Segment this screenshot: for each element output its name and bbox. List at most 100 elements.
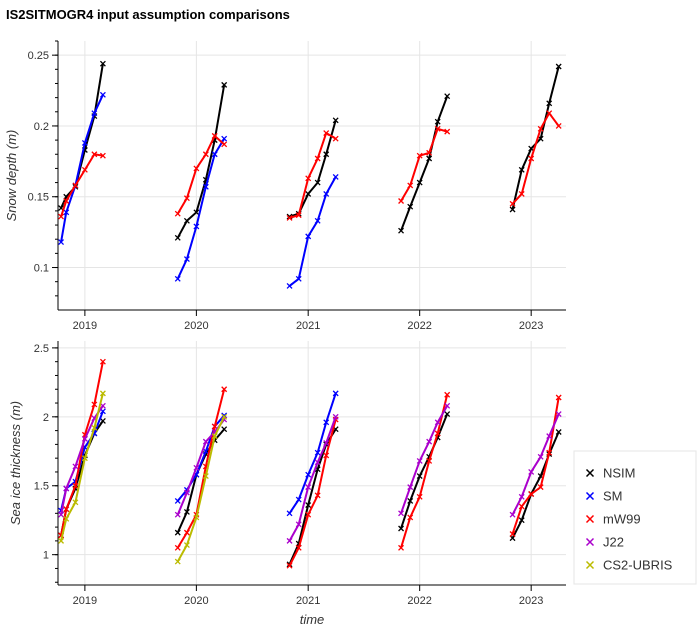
data-point xyxy=(518,190,525,197)
series-nsim xyxy=(58,60,562,241)
series-line-sm xyxy=(288,176,337,287)
data-point xyxy=(58,511,65,518)
data-point xyxy=(444,128,451,135)
x-axis-label: time xyxy=(300,612,325,627)
series-line-sm xyxy=(176,138,226,280)
x-tick-label: 2022 xyxy=(407,595,431,607)
data-point xyxy=(426,149,433,156)
data-point xyxy=(58,239,65,246)
data-point xyxy=(211,433,218,440)
legend-box xyxy=(573,450,697,585)
data-point xyxy=(509,206,516,213)
data-point xyxy=(416,457,423,464)
data-point xyxy=(323,190,330,197)
data-point xyxy=(202,448,209,455)
data-point xyxy=(193,514,200,521)
legend-label-j22: J22 xyxy=(603,535,624,550)
data-point xyxy=(221,426,228,433)
series-line-nsim xyxy=(60,63,104,209)
data-point xyxy=(416,493,423,500)
data-point xyxy=(81,455,88,462)
data-point xyxy=(211,132,218,139)
data-point xyxy=(81,166,88,173)
data-point xyxy=(72,482,79,489)
legend-marker-j22 xyxy=(585,537,595,547)
data-point xyxy=(434,419,441,426)
data-point xyxy=(323,440,330,446)
series-line-mw99 xyxy=(511,397,560,535)
series-line-nsim xyxy=(400,413,449,529)
series-line-mw99 xyxy=(400,127,448,202)
x-tick-label: 2020 xyxy=(184,320,208,332)
data-point xyxy=(193,209,200,216)
data-point xyxy=(426,155,433,162)
x-tick-label: 2021 xyxy=(296,320,320,332)
data-point xyxy=(314,217,321,224)
data-point xyxy=(537,125,544,132)
data-point xyxy=(407,182,414,189)
x-tick-label: 2023 xyxy=(519,595,543,607)
data-point xyxy=(221,81,228,88)
data-point xyxy=(323,130,330,136)
data-point xyxy=(72,499,79,506)
data-point xyxy=(202,438,209,445)
data-point xyxy=(434,118,441,125)
data-point xyxy=(202,473,209,480)
data-point xyxy=(221,413,228,420)
data-point xyxy=(286,215,293,221)
legend-label-nsim: NSIM xyxy=(603,466,636,481)
data-point xyxy=(183,195,190,202)
data-point xyxy=(518,166,525,173)
data-point xyxy=(63,506,70,513)
data-point xyxy=(63,198,70,204)
data-point xyxy=(305,484,312,491)
series-cs2-ubris xyxy=(58,390,228,565)
data-point xyxy=(332,173,339,180)
data-point xyxy=(99,358,106,365)
x-tick-label: 2019 xyxy=(73,320,97,332)
data-point xyxy=(58,213,65,220)
sea-ice-thickness-panel: 1 1.5 2 2.5 2019 2020 2021 2022 2023 Sea ice thic… xyxy=(8,341,566,627)
series-line-mw99 xyxy=(176,134,225,215)
data-point xyxy=(398,525,405,532)
data-point xyxy=(63,209,70,216)
data-point xyxy=(426,457,433,464)
series-line-j22 xyxy=(511,413,560,516)
data-point xyxy=(221,135,228,142)
data-point xyxy=(91,424,98,431)
data-point xyxy=(407,497,414,504)
data-point xyxy=(63,515,70,522)
data-point xyxy=(416,152,423,159)
data-point xyxy=(99,390,106,397)
data-point xyxy=(174,234,181,241)
series-line-j22 xyxy=(288,416,337,542)
data-point xyxy=(91,110,98,117)
data-point xyxy=(416,179,423,186)
data-point xyxy=(407,514,414,521)
data-point xyxy=(398,198,405,204)
y-axis-label: Snow depth (m) xyxy=(4,130,19,222)
data-point xyxy=(332,135,339,142)
series-line-cs2-ubris xyxy=(176,416,226,563)
legend-label-sm: SM xyxy=(603,489,623,504)
y-tick-label: 1.5 xyxy=(34,481,49,493)
data-point xyxy=(555,394,562,401)
series-area xyxy=(58,358,562,569)
data-point xyxy=(193,223,200,230)
series-line-mw99 xyxy=(511,112,560,205)
data-point xyxy=(546,433,553,440)
data-point xyxy=(305,175,312,182)
series-area xyxy=(58,60,562,289)
y-tick-label: 2.5 xyxy=(34,343,49,355)
data-point xyxy=(314,459,321,466)
data-point xyxy=(332,390,339,397)
data-point xyxy=(314,492,321,499)
data-point xyxy=(183,256,190,262)
data-point xyxy=(81,139,88,146)
chart-title: IS2SITMOGR4 input assumption comparisons xyxy=(6,7,290,22)
data-point xyxy=(537,453,544,460)
data-point xyxy=(528,155,535,162)
legend: NSIM SM mW99 J22 CS2-UBRIS xyxy=(573,450,697,585)
data-point xyxy=(444,411,451,418)
data-point xyxy=(314,155,321,162)
